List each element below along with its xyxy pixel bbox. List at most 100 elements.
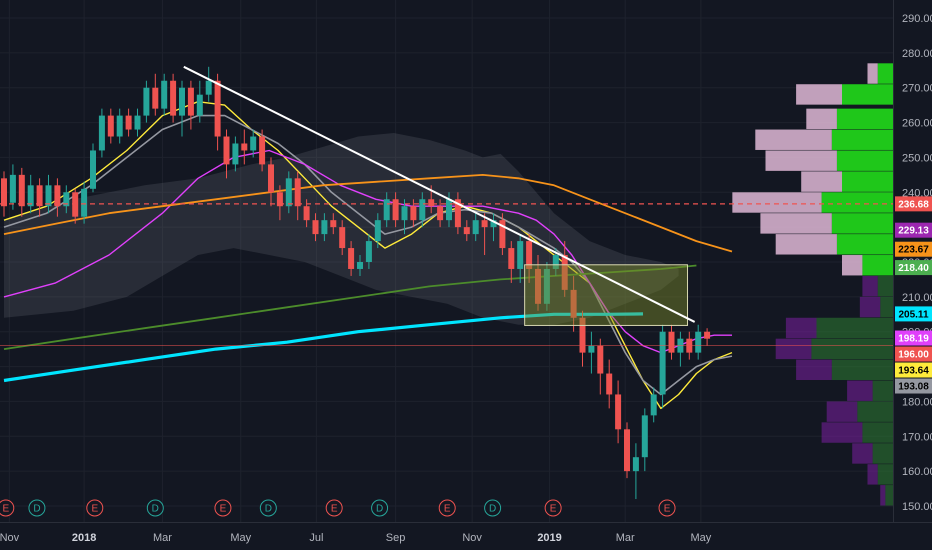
earnings-marker[interactable]	[544, 499, 562, 517]
candle-body[interactable]	[9, 174, 16, 203]
candle-body[interactable]	[339, 227, 346, 249]
candle-body[interactable]	[695, 331, 702, 353]
candle-body[interactable]	[18, 174, 25, 207]
candle-body[interactable]	[508, 248, 515, 269]
candle-body[interactable]	[641, 415, 648, 458]
candle-body[interactable]	[659, 331, 666, 395]
candle-body[interactable]	[561, 255, 568, 290]
candle-body[interactable]	[72, 192, 79, 217]
dividend-marker[interactable]	[28, 499, 46, 517]
dividend-marker[interactable]	[259, 499, 277, 517]
candle-body[interactable]	[579, 317, 586, 353]
candle-body[interactable]	[232, 143, 239, 165]
candle-body[interactable]	[597, 345, 604, 374]
candle-body[interactable]	[268, 164, 274, 193]
candle-body[interactable]	[107, 115, 114, 137]
candle-body[interactable]	[632, 457, 639, 472]
candle-body[interactable]	[187, 87, 194, 116]
candle-body[interactable]	[250, 136, 257, 151]
candle-body[interactable]	[196, 94, 203, 116]
candles[interactable]	[1, 66, 711, 500]
candle-body[interactable]	[615, 394, 622, 430]
earnings-marker[interactable]	[86, 499, 104, 517]
candle-body[interactable]	[624, 429, 630, 472]
candle-body[interactable]	[214, 80, 221, 137]
candle-body[interactable]	[481, 220, 488, 228]
candle-body[interactable]	[45, 185, 52, 207]
candle-body[interactable]	[428, 199, 435, 207]
candle-body[interactable]	[205, 80, 212, 95]
candle-body[interactable]	[668, 331, 675, 353]
candle-body[interactable]	[294, 178, 301, 207]
candle-body[interactable]	[312, 220, 319, 235]
candle-body[interactable]	[392, 199, 399, 221]
candle-body[interactable]	[36, 185, 43, 207]
dividend-marker[interactable]	[484, 499, 502, 517]
x-tick-label: Nov	[0, 532, 20, 544]
candle-body[interactable]	[650, 394, 657, 416]
candle-body[interactable]	[27, 185, 34, 207]
candle-body[interactable]	[383, 199, 390, 221]
candle-body[interactable]	[303, 206, 310, 221]
candle-body[interactable]	[357, 262, 363, 269]
candle-body[interactable]	[499, 220, 506, 249]
candle-body[interactable]	[98, 115, 105, 151]
candle-body[interactable]	[419, 199, 426, 221]
candle-body[interactable]	[259, 136, 266, 165]
candle-body[interactable]	[152, 87, 159, 109]
candle-body[interactable]	[54, 185, 61, 207]
dividend-marker[interactable]	[146, 499, 164, 517]
candle-body[interactable]	[704, 331, 711, 339]
candle-body[interactable]	[606, 373, 613, 395]
candle-body[interactable]	[125, 115, 132, 130]
candle-body[interactable]	[374, 220, 381, 242]
candle-body[interactable]	[535, 268, 541, 304]
candle-body[interactable]	[490, 220, 497, 228]
candle-body[interactable]	[116, 115, 123, 137]
candle-body[interactable]	[454, 199, 461, 228]
earnings-marker[interactable]	[658, 499, 676, 517]
vp-bar-down	[867, 63, 878, 84]
candle-body[interactable]	[276, 192, 283, 207]
candle-body[interactable]	[285, 178, 292, 207]
candle-body[interactable]	[410, 206, 417, 221]
candle-body[interactable]	[588, 345, 595, 353]
candle-body[interactable]	[63, 192, 70, 207]
candle-body[interactable]	[472, 220, 479, 235]
candle-body[interactable]	[170, 80, 177, 116]
candle-body[interactable]	[321, 220, 328, 235]
earnings-marker[interactable]	[0, 499, 15, 517]
candle-body[interactable]	[365, 241, 372, 262]
candle-body[interactable]	[526, 241, 533, 269]
drawings[interactable]	[0, 65, 893, 347]
candle-body[interactable]	[161, 80, 168, 109]
candle-body[interactable]	[348, 248, 355, 269]
candle-body[interactable]	[401, 206, 408, 221]
candle-body[interactable]	[81, 188, 88, 217]
dividend-marker[interactable]	[371, 499, 389, 517]
candle-body[interactable]	[552, 255, 559, 269]
supply-zone-box[interactable]	[524, 264, 689, 326]
earnings-marker[interactable]	[325, 499, 343, 517]
candle-body[interactable]	[446, 199, 452, 221]
candle-body[interactable]	[437, 206, 444, 221]
earnings-marker[interactable]	[438, 499, 456, 517]
candle-body[interactable]	[517, 241, 524, 269]
candle-body[interactable]	[330, 220, 337, 228]
earnings-marker[interactable]	[214, 499, 232, 517]
trendline[interactable]	[183, 65, 696, 323]
candle-body[interactable]	[543, 268, 550, 304]
candle-body[interactable]	[143, 87, 150, 116]
candle-body[interactable]	[90, 150, 96, 189]
candle-body[interactable]	[463, 227, 470, 235]
candle-body[interactable]	[223, 136, 230, 165]
x-axis[interactable]: Nov 2018 Mar May Jul Sep Nov 2019 Mar May	[0, 532, 712, 544]
candle-body[interactable]	[134, 115, 141, 130]
candle-body[interactable]	[570, 289, 577, 318]
candle-body[interactable]	[241, 143, 248, 151]
x-tick-label: May	[690, 532, 711, 544]
candle-body[interactable]	[1, 178, 7, 207]
candle-body[interactable]	[179, 87, 185, 116]
